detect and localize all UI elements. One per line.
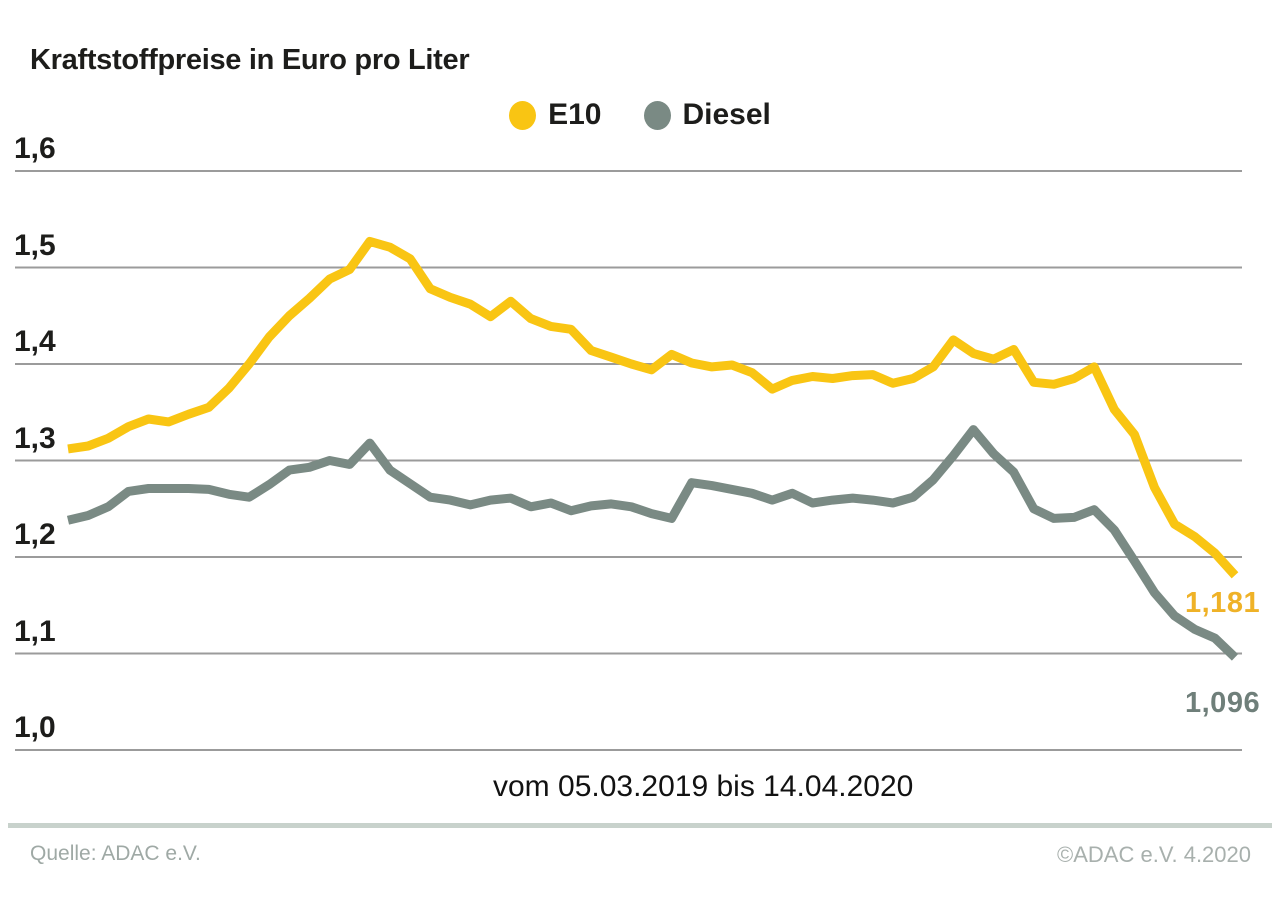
y-tick-label: 1,5 bbox=[14, 228, 56, 262]
chart-title: Kraftstoffpreise in Euro pro Liter bbox=[30, 44, 470, 76]
y-tick-label: 1,6 bbox=[14, 132, 56, 165]
source-note: Quelle: ADAC e.V. bbox=[30, 842, 201, 865]
y-tick-label: 1,2 bbox=[14, 518, 56, 551]
chart-legend: E10 Diesel bbox=[0, 98, 1280, 132]
diesel-color-dot-icon bbox=[643, 100, 671, 130]
y-tick-label: 1,0 bbox=[14, 711, 56, 744]
legend-label-diesel: Diesel bbox=[682, 98, 771, 131]
e10-color-dot-icon bbox=[509, 100, 537, 130]
e10-line bbox=[67, 236, 1239, 579]
e10-end-value-label: 1,181 bbox=[1185, 587, 1261, 619]
y-tick-label: 1,3 bbox=[14, 421, 56, 455]
legend-label-e10: E10 bbox=[548, 98, 602, 131]
diesel-end-value-label: 1,096 bbox=[1185, 687, 1261, 719]
diesel-line bbox=[66, 425, 1239, 661]
legend-item-e10: E10 bbox=[509, 98, 602, 132]
y-tick-label: 1,4 bbox=[14, 325, 56, 358]
footer-divider bbox=[8, 823, 1272, 828]
gridlines bbox=[15, 170, 1242, 751]
x-axis-range-caption: vom 05.03.2019 bis 14.04.2020 bbox=[493, 770, 914, 803]
legend-item-diesel: Diesel bbox=[643, 98, 771, 132]
y-tick-label: 1,1 bbox=[14, 614, 56, 648]
copyright-note: ©ADAC e.V. 4.2020 bbox=[1057, 842, 1251, 867]
